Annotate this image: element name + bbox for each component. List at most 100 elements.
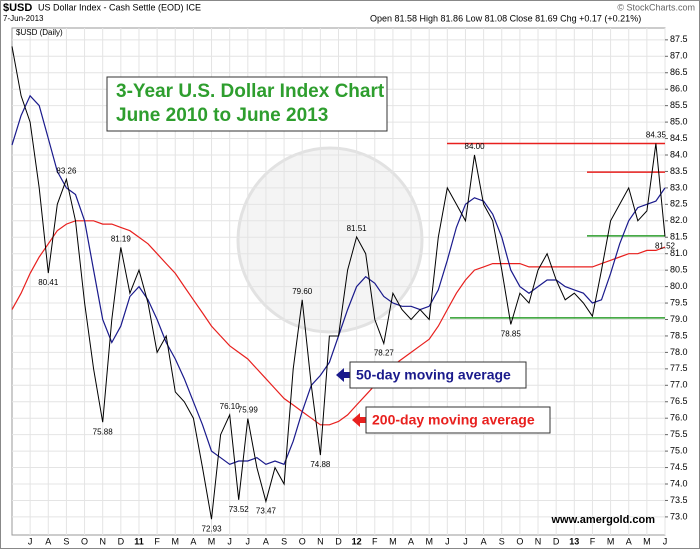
- x-tick-label: F: [154, 536, 160, 546]
- data-label: 75.99: [238, 406, 259, 415]
- y-tick-label: 77.5: [670, 363, 688, 373]
- x-tick-label: M: [208, 536, 216, 546]
- y-tick-label: 73.0: [670, 511, 688, 521]
- x-tick-label: D: [553, 536, 560, 546]
- y-tick-label: 76.0: [670, 413, 688, 423]
- y-tick-label: 79.5: [670, 297, 688, 307]
- data-label: 73.47: [256, 507, 277, 516]
- legend-label: 200-day moving average: [372, 412, 535, 428]
- data-label: 81.51: [347, 224, 368, 233]
- x-tick-label: J: [28, 536, 33, 546]
- data-label: 73.52: [229, 505, 250, 514]
- y-tick-label: 79.0: [670, 314, 688, 324]
- y-tick-label: 73.5: [670, 495, 688, 505]
- x-tick-label: N: [317, 536, 324, 546]
- x-tick-label: N: [99, 536, 106, 546]
- data-label: 84.35: [646, 131, 667, 140]
- y-tick-label: 76.5: [670, 396, 688, 406]
- y-tick-label: 82.0: [670, 215, 688, 225]
- x-tick-label: A: [45, 536, 51, 546]
- x-tick-label: A: [481, 536, 487, 546]
- y-tick-label: 86.5: [670, 67, 688, 77]
- series-label: $USD (Daily): [16, 28, 63, 37]
- x-tick-label: M: [172, 536, 180, 546]
- y-tick-label: 77.0: [670, 380, 688, 390]
- y-tick-label: 74.5: [670, 462, 688, 472]
- footer: www.amergold.com: [550, 514, 655, 526]
- x-tick-label: D: [118, 536, 125, 546]
- x-tick-label: D: [335, 536, 342, 546]
- data-label: 78.27: [374, 349, 395, 358]
- x-tick-label: M: [607, 536, 615, 546]
- legend-label: 50-day moving average: [356, 367, 511, 383]
- x-tick-label: M: [389, 536, 397, 546]
- x-tick-label: A: [408, 536, 414, 546]
- y-tick-label: 81.0: [670, 248, 688, 258]
- x-tick-label: M: [425, 536, 433, 546]
- y-tick-label: 82.5: [670, 199, 688, 209]
- data-label: 72.93: [202, 524, 223, 533]
- y-tick-label: 85.0: [670, 116, 688, 126]
- data-label: 75.88: [93, 427, 114, 436]
- x-tick-label: J: [227, 536, 232, 546]
- data-label: 81.52: [655, 242, 676, 251]
- x-tick-label: F: [590, 536, 596, 546]
- y-tick-label: 84.0: [670, 149, 688, 159]
- credit: © StockCharts.com: [617, 2, 695, 12]
- y-tick-label: 74.0: [670, 478, 688, 488]
- x-tick-label: S: [281, 536, 287, 546]
- y-tick-label: 78.0: [670, 347, 688, 357]
- x-tick-label: N: [535, 536, 542, 546]
- y-tick-label: 75.0: [670, 445, 688, 455]
- data-label: 80.41: [38, 278, 59, 287]
- y-tick-label: 80.0: [670, 281, 688, 291]
- series-line: [11, 46, 666, 520]
- y-tick-label: 80.5: [670, 265, 688, 275]
- x-tick-label: S: [499, 536, 505, 546]
- x-tick-label: 11: [134, 536, 144, 546]
- x-tick-label: S: [63, 536, 69, 546]
- x-tick-label: A: [263, 536, 269, 546]
- symbol: $USD: [3, 2, 32, 14]
- chart-subtitle: June 2010 to June 2013: [116, 105, 328, 126]
- legend-arrow: [352, 413, 366, 427]
- x-tick-label: A: [626, 536, 632, 546]
- x-tick-label: O: [516, 536, 523, 546]
- index-name: US Dollar Index - Cash Settle (EOD) ICE: [38, 2, 201, 12]
- x-tick-label: M: [643, 536, 651, 546]
- x-tick-label: 12: [352, 536, 362, 546]
- title-box: [106, 76, 388, 132]
- quote: Open 81.58 High 81.86 Low 81.08 Close 81…: [370, 13, 641, 23]
- y-tick-label: 75.5: [670, 429, 688, 439]
- x-tick-label: F: [372, 536, 378, 546]
- chart-title: 3-Year U.S. Dollar Index Chart: [116, 81, 385, 102]
- x-tick-label: J: [246, 536, 251, 546]
- data-label: 84.00: [465, 142, 486, 151]
- data-label: 79.60: [292, 287, 313, 296]
- x-tick-label: A: [190, 536, 196, 546]
- data-label: 83.26: [56, 166, 77, 175]
- y-tick-label: 84.5: [670, 133, 688, 143]
- y-tick-label: 87.0: [670, 51, 688, 61]
- data-label: 74.88: [310, 460, 331, 469]
- series-line: [11, 220, 666, 426]
- x-tick-label: J: [663, 536, 668, 546]
- y-tick-label: 81.5: [670, 232, 688, 242]
- x-tick-label: O: [299, 536, 306, 546]
- y-tick-label: 87.5: [670, 34, 688, 44]
- x-tick-label: O: [81, 536, 88, 546]
- data-label: 76.10: [220, 402, 241, 411]
- y-tick-label: 83.5: [670, 166, 688, 176]
- x-tick-label: J: [463, 536, 468, 546]
- x-tick-label: J: [445, 536, 450, 546]
- y-tick-label: 85.5: [670, 100, 688, 110]
- legend-arrow: [336, 368, 350, 382]
- x-tick-label: 13: [569, 536, 579, 546]
- y-tick-label: 78.5: [670, 330, 688, 340]
- legend-box: [365, 406, 551, 434]
- legend-box: [349, 361, 527, 389]
- date: 7-Jun-2013: [3, 14, 44, 23]
- y-tick-label: 83.0: [670, 182, 688, 192]
- y-tick-label: 86.0: [670, 84, 688, 94]
